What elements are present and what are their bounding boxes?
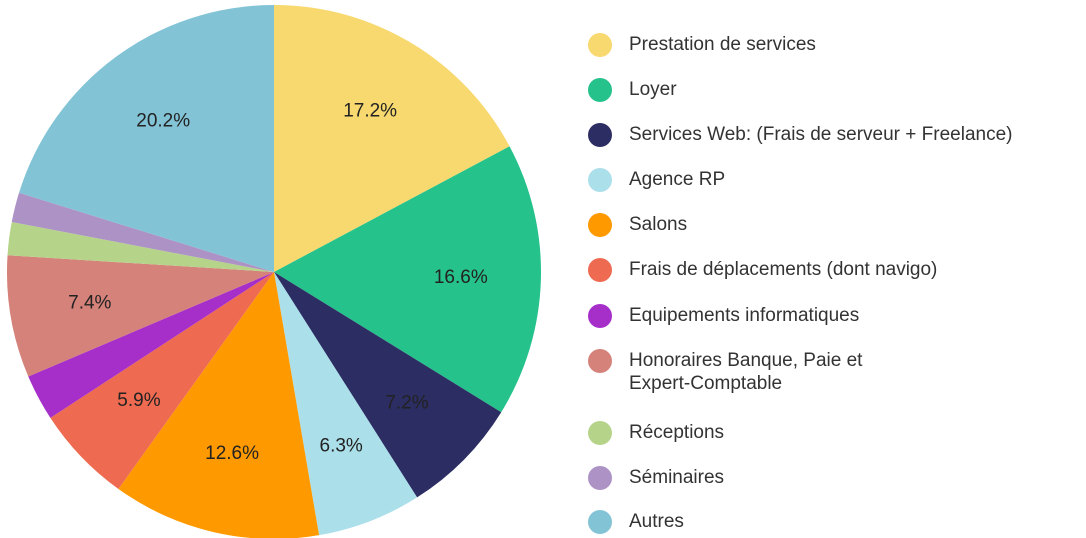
legend-label: Frais de déplacements (dont navigo) bbox=[629, 259, 938, 280]
slice bbox=[118, 272, 320, 538]
legend-swatch bbox=[588, 123, 612, 147]
slice bbox=[28, 272, 275, 418]
legend-item: Loyer bbox=[588, 78, 677, 102]
legend-item: Frais de déplacements (dont navigo) bbox=[588, 258, 937, 282]
slice bbox=[19, 5, 275, 272]
data-label: 17.2% bbox=[343, 101, 397, 122]
data-label: 12.6% bbox=[205, 443, 259, 464]
legend-label: Agence RP bbox=[629, 169, 726, 190]
slice bbox=[274, 146, 541, 413]
legend-label: Honoraires Banque, Paie et Expert-Compta… bbox=[629, 350, 863, 394]
slice bbox=[11, 192, 274, 272]
legend-item: Réceptions bbox=[588, 421, 724, 445]
legend-label: Equipements informatiques bbox=[629, 305, 860, 326]
legend-swatch bbox=[588, 258, 612, 282]
legend-swatch bbox=[588, 78, 612, 102]
legend-item: Honoraires Banque, Paie et Expert-Compta… bbox=[588, 349, 862, 395]
slice bbox=[274, 272, 418, 536]
data-label: 5.9% bbox=[117, 390, 160, 411]
data-label: 7.4% bbox=[68, 293, 111, 314]
legend-swatch bbox=[588, 33, 612, 57]
data-label: 6.3% bbox=[320, 435, 363, 456]
legend-swatch bbox=[588, 304, 612, 328]
slice bbox=[50, 272, 275, 489]
legend-item: Séminaires bbox=[588, 466, 724, 490]
legend-label: Prestation de services bbox=[629, 34, 816, 55]
legend-swatch bbox=[588, 421, 612, 445]
legend-swatch bbox=[588, 213, 612, 237]
pie: 17.2% 16.6% 7.2% 6.3% 12.6% 5.9% 7.4% 20.2% bbox=[6, 5, 541, 538]
legend-item: Services Web: (Frais de serveur + Freela… bbox=[588, 123, 1012, 147]
data-label: 16.6% bbox=[434, 267, 488, 288]
legend-item: Autres bbox=[588, 510, 684, 534]
legend-item: Prestation de services bbox=[588, 33, 816, 57]
data-label: 20.2% bbox=[136, 111, 190, 132]
legend-swatch bbox=[588, 168, 612, 192]
legend-label: Séminaires bbox=[629, 467, 725, 488]
data-label: 7.2% bbox=[385, 392, 428, 413]
slice bbox=[274, 5, 510, 272]
legend-label: Salons bbox=[629, 214, 688, 235]
legend-label: Réceptions bbox=[629, 422, 725, 443]
legend-label: Services Web: (Frais de serveur + Freela… bbox=[629, 124, 1013, 145]
legend-label: Loyer bbox=[629, 79, 677, 100]
legend-swatch bbox=[588, 466, 612, 490]
legend-label: Autres bbox=[629, 511, 684, 532]
legend-item: Salons bbox=[588, 213, 687, 237]
legend-item: Agence RP bbox=[588, 168, 725, 192]
legend-swatch bbox=[588, 349, 612, 373]
slice bbox=[6, 255, 274, 377]
legend-item: Equipements informatiques bbox=[588, 304, 859, 328]
slice bbox=[274, 272, 502, 498]
slice bbox=[7, 221, 275, 272]
legend-swatch bbox=[588, 510, 612, 534]
